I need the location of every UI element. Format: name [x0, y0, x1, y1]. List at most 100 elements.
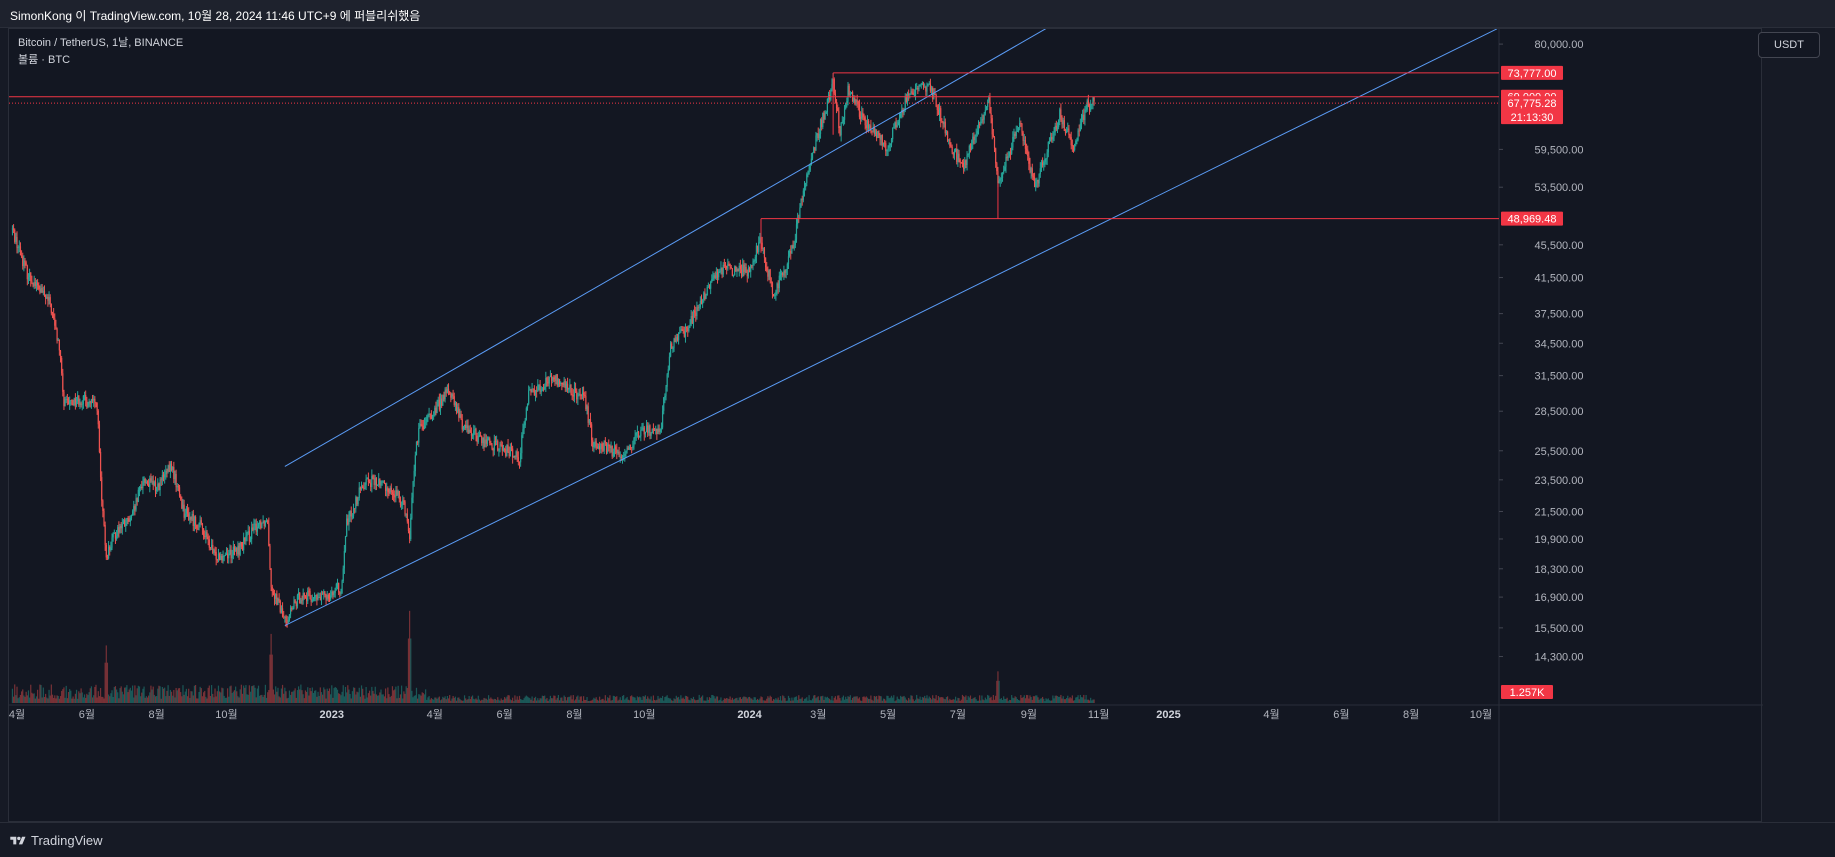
volume-bar — [910, 695, 912, 703]
candle-body — [1068, 128, 1070, 135]
candle-body — [56, 328, 58, 341]
candle-body — [602, 448, 604, 451]
volume-bar — [754, 697, 756, 703]
candle-body — [460, 414, 462, 420]
volume-bar — [968, 697, 970, 703]
volume-bar — [42, 687, 44, 703]
volume-bar — [467, 699, 469, 703]
volume-bar — [459, 698, 461, 703]
tradingview-brand[interactable]: TradingView — [10, 833, 103, 848]
candle-body — [286, 621, 288, 623]
candle-body — [803, 187, 806, 191]
volume-bar — [1090, 697, 1092, 703]
candle-body — [949, 139, 951, 147]
candle-body — [609, 445, 611, 449]
candle-body — [436, 406, 438, 414]
volume-bar — [762, 700, 764, 703]
volume-bar — [569, 696, 571, 703]
candle-body — [373, 478, 375, 485]
volume-bar — [1048, 700, 1051, 703]
candle-body — [945, 131, 948, 134]
candle-body — [220, 555, 222, 561]
candle-body — [378, 478, 380, 486]
candle-body — [983, 113, 985, 120]
candle-body — [120, 526, 122, 529]
candlestick-chart[interactable]: 80,000.0059,500.0053,500.0045,500.0041,5… — [9, 29, 1763, 823]
candle-body — [283, 616, 285, 618]
candle-body — [410, 517, 412, 540]
volume-bar — [18, 697, 20, 703]
volume-bar — [919, 696, 921, 703]
volume-bar — [695, 700, 697, 703]
volume-bar — [803, 698, 806, 703]
candle-body — [225, 553, 228, 555]
volume-bar — [888, 698, 890, 703]
volume-bar — [180, 692, 182, 703]
candle-body — [1066, 130, 1068, 133]
volume-bar — [792, 700, 794, 703]
volume-bar — [485, 698, 487, 703]
volume-bar — [837, 695, 839, 703]
volume-bar — [774, 699, 776, 703]
volume-bar — [871, 699, 873, 703]
volume-bar — [658, 698, 660, 703]
volume-bar — [222, 688, 224, 703]
volume-bar — [1023, 695, 1025, 703]
candle-body — [546, 377, 548, 383]
candle-body — [536, 390, 538, 392]
candle-body — [853, 98, 855, 102]
volume-bar — [45, 693, 47, 703]
candle-body — [122, 520, 125, 524]
candle-body — [215, 551, 217, 560]
candle-body — [49, 297, 51, 304]
volume-bar — [102, 696, 104, 703]
candle-body — [588, 419, 590, 423]
volume-bar — [325, 698, 327, 703]
candle-body — [200, 520, 202, 524]
candle-body — [20, 255, 23, 257]
volume-bar — [751, 698, 753, 703]
candle-body — [538, 384, 540, 386]
candle-body — [562, 384, 564, 386]
candle-body — [371, 475, 373, 488]
candle-body — [510, 447, 513, 449]
candle-body — [569, 384, 571, 389]
candle-body — [903, 109, 905, 113]
time-tick-label: 10월 — [1470, 708, 1492, 721]
currency-button[interactable]: USDT — [1758, 32, 1820, 58]
volume-bar — [109, 696, 111, 703]
volume-bar — [12, 696, 15, 703]
candle-body — [814, 147, 816, 151]
candle-body — [1017, 127, 1020, 132]
volume-bar — [585, 699, 587, 703]
volume-bar — [64, 697, 66, 703]
candle-body — [893, 127, 895, 129]
candle-body — [770, 281, 772, 284]
volume-bar — [599, 696, 601, 703]
candle-body — [124, 520, 126, 527]
candle-body — [351, 515, 353, 517]
volume-bar — [461, 700, 463, 703]
candle-body — [700, 300, 703, 304]
candle-body — [913, 94, 915, 96]
candle-body — [876, 131, 878, 139]
candle-body — [594, 441, 596, 443]
volume-bar — [853, 696, 855, 703]
candle-body — [318, 597, 320, 598]
volume-bar — [957, 697, 959, 703]
candle-body — [205, 531, 207, 538]
chart-frame[interactable]: 80,000.00 59,500.00 53,500.00 45,500.00 41,5… — [8, 28, 1763, 823]
volume-bar — [714, 698, 716, 703]
volume-bar — [884, 698, 886, 703]
candle-body — [890, 139, 893, 145]
volume-bar — [496, 700, 498, 703]
candle-body — [617, 451, 619, 453]
volume-bar — [1014, 696, 1016, 703]
candle-body — [870, 125, 872, 132]
volume-bar — [395, 686, 397, 703]
candle-body — [40, 287, 42, 293]
volume-bar — [30, 684, 32, 703]
candle-body — [425, 422, 427, 424]
candle-body — [537, 384, 539, 392]
volume-bar — [616, 696, 618, 703]
